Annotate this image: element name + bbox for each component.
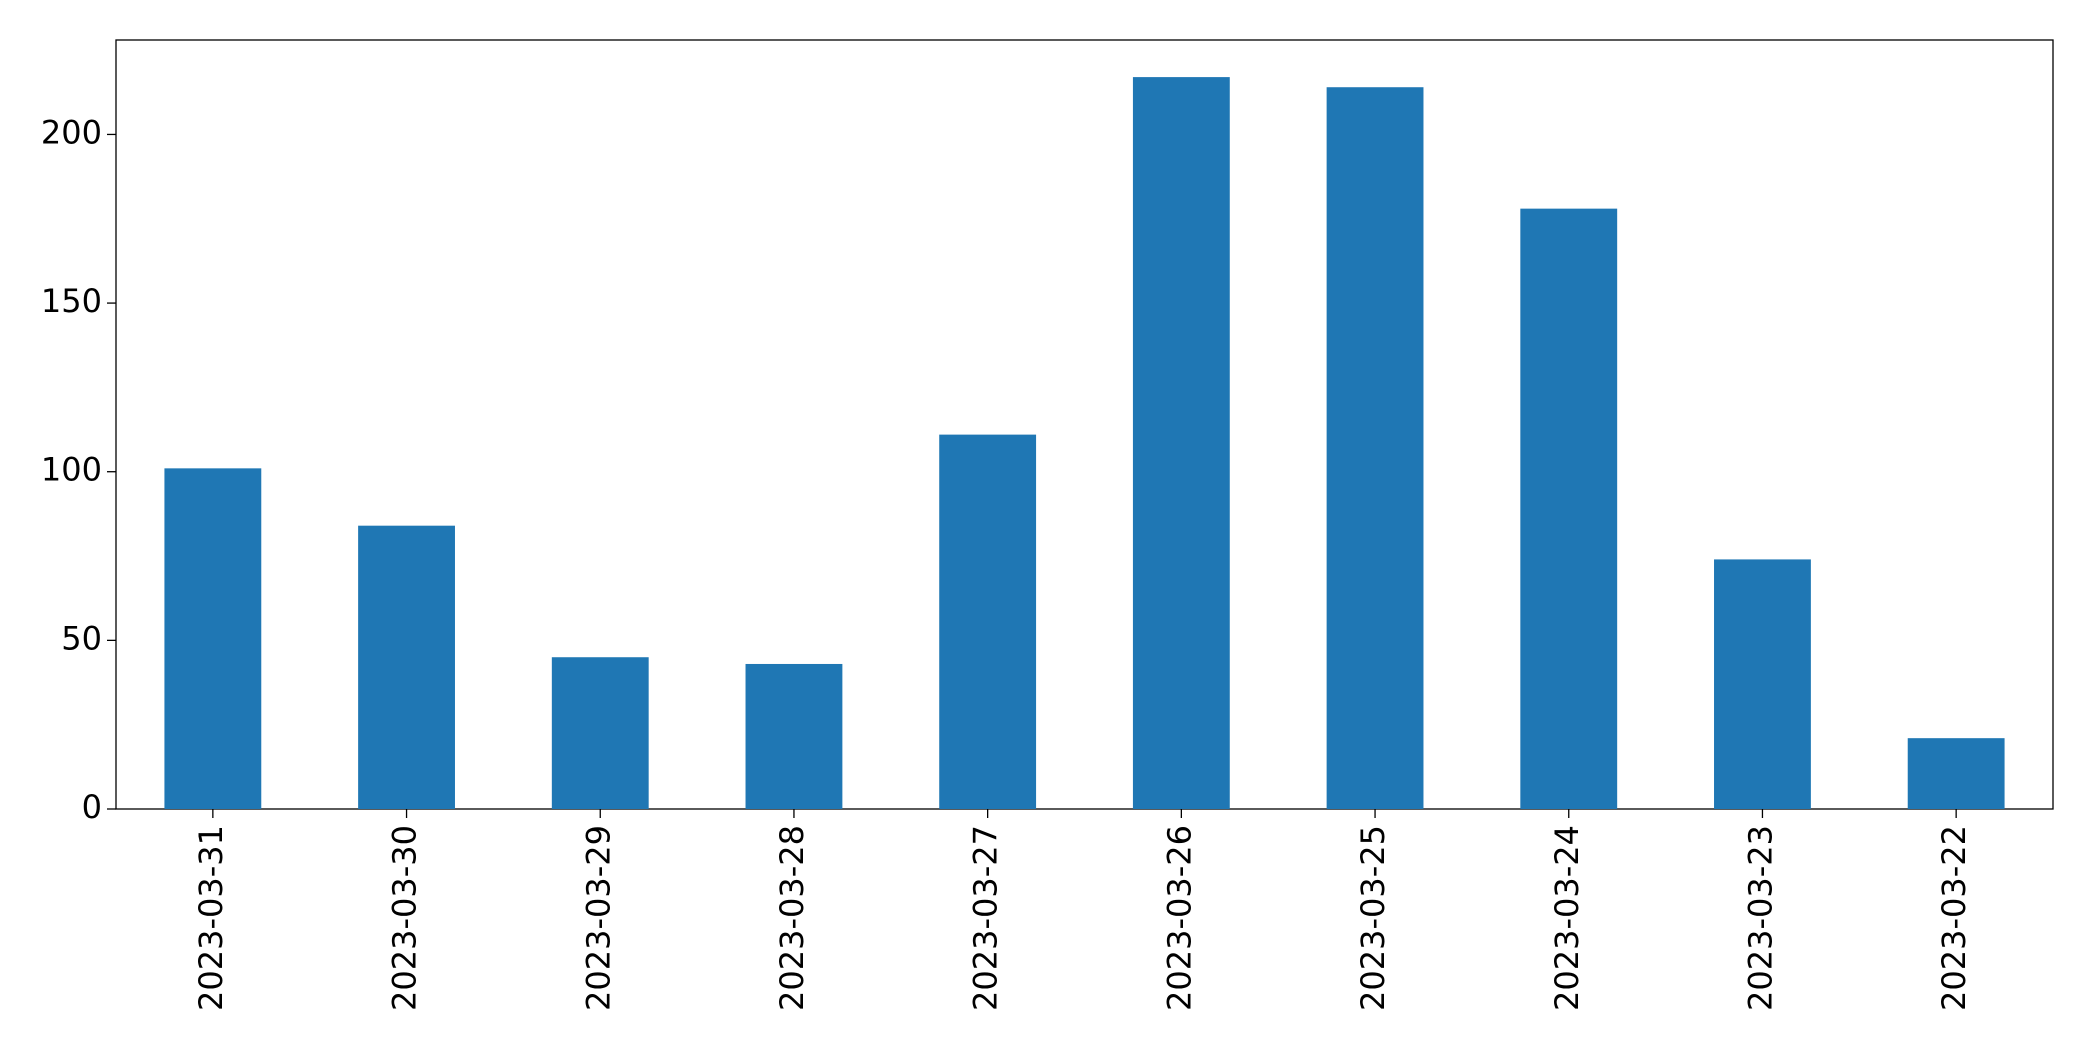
- bar: [745, 663, 843, 809]
- x-tick-label: 2023-03-28: [773, 825, 811, 1011]
- y-tick-label: 200: [41, 113, 102, 151]
- x-tick-label: 2023-03-29: [579, 825, 617, 1011]
- bar: [1520, 208, 1618, 809]
- plot-frame: [115, 39, 2054, 810]
- y-tick-label: 100: [41, 451, 102, 489]
- y-tick-label: 150: [41, 282, 102, 320]
- bar: [551, 657, 649, 809]
- x-tick-label: 2023-03-23: [1741, 825, 1779, 1011]
- x-tick-label: 2023-03-31: [192, 825, 230, 1011]
- x-tick-label: 2023-03-22: [1935, 825, 1973, 1011]
- bar: [1132, 77, 1230, 809]
- y-tick-label: 50: [61, 619, 102, 657]
- bar: [939, 434, 1037, 809]
- bar: [1326, 87, 1424, 809]
- bar: [1907, 738, 2005, 809]
- x-tick-label: 2023-03-30: [386, 825, 424, 1011]
- bar: [1714, 559, 1811, 809]
- x-tick-label: 2023-03-25: [1354, 825, 1392, 1011]
- bar: [358, 525, 455, 809]
- bar: [164, 468, 262, 809]
- x-tick-label: 2023-03-24: [1548, 825, 1586, 1011]
- y-tick-label: 0: [82, 788, 102, 826]
- x-tick-label: 2023-03-26: [1160, 825, 1198, 1011]
- x-tick-label: 2023-03-27: [967, 825, 1005, 1011]
